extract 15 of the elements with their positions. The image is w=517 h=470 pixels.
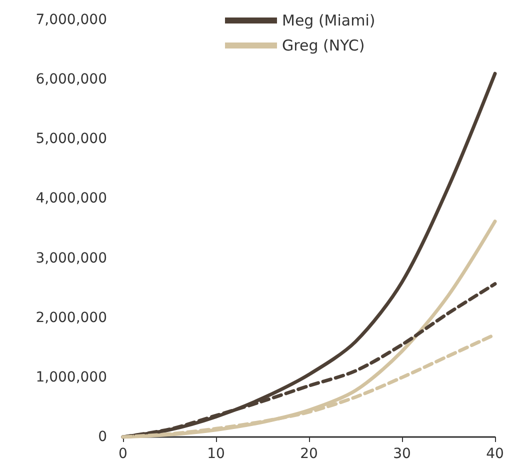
legend-label: Greg (NYC) — [282, 36, 365, 54]
x-tick-label: 10 — [207, 446, 225, 462]
legend-label: Meg (Miami) — [282, 12, 376, 30]
y-tick-label: 3,000,000 — [36, 250, 107, 266]
y-tick-label: 2,000,000 — [36, 310, 107, 326]
y-tick-label: 7,000,000 — [36, 12, 107, 28]
x-tick-label: 20 — [300, 446, 318, 462]
y-tick-label: 6,000,000 — [36, 72, 107, 88]
x-tick-label: 40 — [486, 446, 504, 462]
y-tick-label: 4,000,000 — [36, 190, 107, 207]
y-tick-label: 0 — [98, 429, 107, 445]
x-tick-label: 0 — [118, 446, 128, 462]
x-tick-label: 30 — [393, 446, 411, 462]
y-tick-label: 5,000,000 — [36, 131, 107, 148]
y-tick-label: 1,000,000 — [36, 369, 107, 386]
